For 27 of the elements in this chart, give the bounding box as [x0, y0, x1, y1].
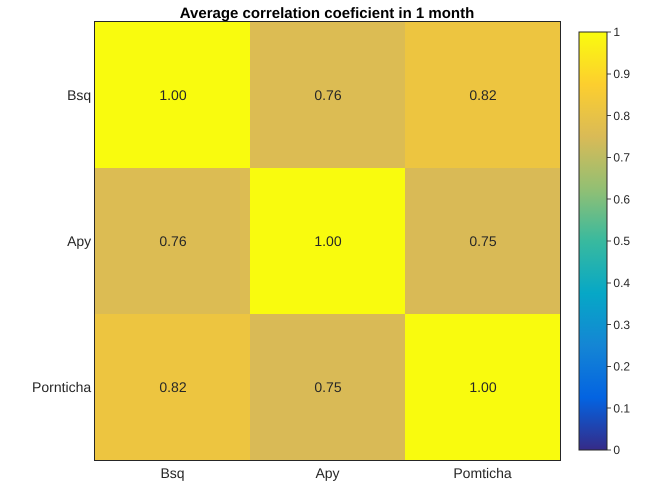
color-bar-label: 0.5: [613, 234, 630, 248]
x-tick-label: Apy: [315, 464, 340, 481]
data-label: 1.00: [159, 86, 187, 103]
color-bar-label: 1: [613, 25, 620, 40]
y-tick-label: Pornticha: [32, 378, 92, 395]
chart-title: Average correlation coeficient in 1 month: [180, 4, 474, 22]
data-label: 0.82: [469, 86, 497, 103]
y-tick-label: Apy: [67, 232, 92, 249]
color-bar-label: 0.1: [613, 401, 630, 416]
data-label: 0.75: [314, 378, 342, 395]
y-tick-label: Bsq: [67, 86, 92, 103]
x-tick-label: Pomticha: [453, 464, 512, 481]
data-label: 1.00: [469, 378, 497, 395]
color-bar-label: 0.8: [613, 108, 630, 123]
data-label: 1.00: [314, 232, 342, 249]
data-label: 0.76: [314, 86, 342, 103]
color-bar-label: 0.7: [613, 150, 630, 165]
color-bar-label: 0: [613, 443, 620, 458]
data-label: 0.82: [159, 378, 187, 395]
color-bar-label: 0.3: [613, 318, 630, 332]
data-label: 0.75: [469, 232, 497, 249]
color-bar-label: 0.6: [613, 192, 630, 206]
color-bar-label: 0.4: [613, 276, 630, 290]
x-tick-label: Bsq: [160, 464, 185, 481]
data-label: 0.76: [159, 232, 187, 249]
color-bar-label: 0.9: [613, 67, 630, 81]
color-bar-label: 0.2: [613, 360, 630, 374]
